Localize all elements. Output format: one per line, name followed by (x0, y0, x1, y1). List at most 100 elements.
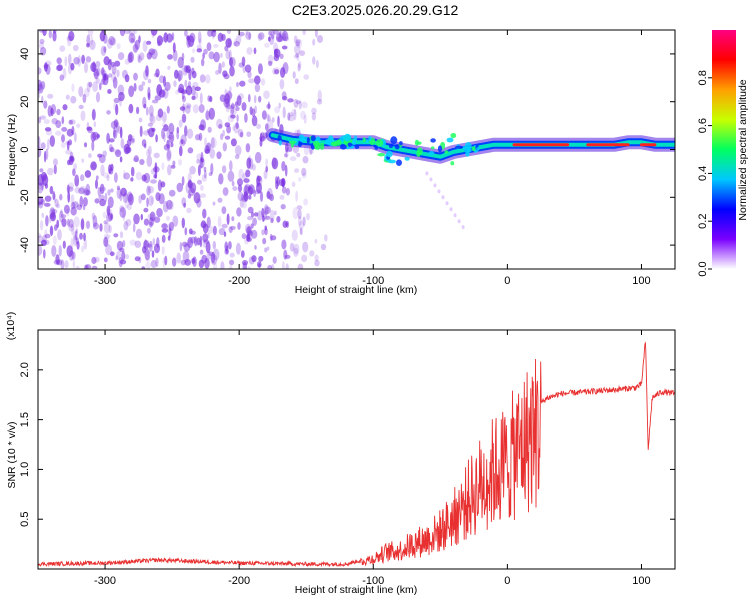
noise-blob (176, 130, 180, 140)
trace-blob (300, 136, 309, 141)
noise-blob (245, 143, 251, 153)
noise-blob (285, 222, 288, 227)
noise-blob (273, 210, 277, 216)
noise-blob (314, 254, 319, 262)
noise-blob (239, 131, 244, 138)
noise-blob (253, 212, 259, 217)
noise-blob (178, 159, 183, 166)
trace-tail-blob (425, 171, 429, 176)
noise-blob (132, 44, 139, 53)
noise-blob (207, 225, 214, 234)
noise-blob (96, 133, 100, 139)
noise-blob (172, 42, 176, 53)
noise-blob (107, 196, 114, 209)
trace-tail-blob (445, 201, 449, 206)
noise-blob (309, 149, 314, 155)
noise-blob (283, 249, 288, 260)
noise-blob (202, 208, 207, 219)
noise-blob (105, 244, 112, 256)
noise-blob (103, 257, 108, 263)
trace-blob (390, 136, 398, 145)
noise-blob (41, 239, 47, 246)
noise-blob (138, 194, 142, 204)
y-tick-label: 0 (19, 146, 31, 152)
noise-blob (222, 70, 228, 77)
noise-blob (179, 106, 186, 111)
noise-blob (91, 256, 97, 265)
noise-blob (93, 68, 99, 80)
noise-blob (212, 240, 216, 250)
noise-blob (264, 247, 268, 253)
noise-blob (110, 37, 117, 46)
noise-blob (267, 119, 274, 131)
noise-blob (302, 216, 306, 227)
snr-x-axis-label: Height of straight line (km) (295, 584, 418, 596)
noise-blob (201, 254, 208, 264)
noise-blob (66, 184, 70, 194)
noise-blob (230, 225, 236, 230)
noise-blob (101, 67, 105, 76)
noise-blob (132, 222, 136, 233)
noise-blob (282, 106, 286, 119)
noise-blob (235, 122, 239, 129)
noise-blob (141, 266, 146, 269)
noise-blob (229, 105, 235, 116)
noise-blob (47, 138, 50, 151)
trace-blob (352, 138, 357, 146)
noise-blob (52, 30, 57, 34)
noise-blob (61, 116, 65, 125)
noise-blob (278, 102, 282, 109)
noise-blob (293, 243, 300, 255)
noise-blob (199, 193, 207, 198)
noise-blob (86, 34, 91, 46)
noise-blob (143, 69, 149, 81)
noise-blob (306, 213, 310, 221)
noise-blob (317, 89, 322, 102)
noise-blob (275, 176, 278, 184)
x-tick-label: 100 (632, 575, 650, 587)
noise-blob (233, 123, 240, 134)
noise-blob (92, 215, 98, 228)
noise-blob (123, 220, 129, 231)
noise-blob (184, 30, 188, 37)
noise-blob (188, 228, 193, 235)
noise-blob (127, 191, 133, 203)
noise-blob (123, 172, 130, 180)
noise-blob (68, 30, 75, 42)
noise-blob (50, 104, 57, 115)
noise-blob (221, 61, 225, 68)
noise-blob (106, 174, 110, 182)
noise-blob (147, 227, 151, 234)
noise-blob (199, 249, 204, 255)
noise-blob (280, 204, 286, 210)
noise-blob (187, 147, 194, 154)
noise-blob (245, 31, 252, 40)
trace-blob (417, 141, 422, 145)
noise-blob (161, 234, 166, 243)
noise-blob (116, 69, 120, 78)
noise-blob (301, 172, 307, 179)
noise-blob (150, 30, 158, 36)
noise-blob (103, 73, 107, 81)
noise-blob (51, 118, 58, 125)
noise-blob (295, 39, 301, 47)
noise-blob (148, 127, 155, 138)
noise-blob (169, 200, 174, 210)
noise-blob (161, 37, 165, 43)
noise-blob (168, 122, 175, 135)
noise-blob (219, 94, 226, 102)
noise-blob (64, 260, 69, 269)
noise-blob (116, 250, 121, 260)
noise-blob (113, 102, 117, 111)
trace-blob (437, 145, 443, 153)
noise-blob (45, 60, 52, 66)
noise-blob (220, 261, 225, 269)
trace-blob (388, 143, 394, 149)
noise-blob (115, 103, 119, 116)
noise-blob (264, 42, 270, 48)
noise-blob (200, 158, 205, 163)
noise-blob (185, 64, 188, 75)
noise-blob (324, 234, 328, 242)
noise-blob (245, 30, 249, 36)
trace-tail-blob (437, 189, 441, 194)
